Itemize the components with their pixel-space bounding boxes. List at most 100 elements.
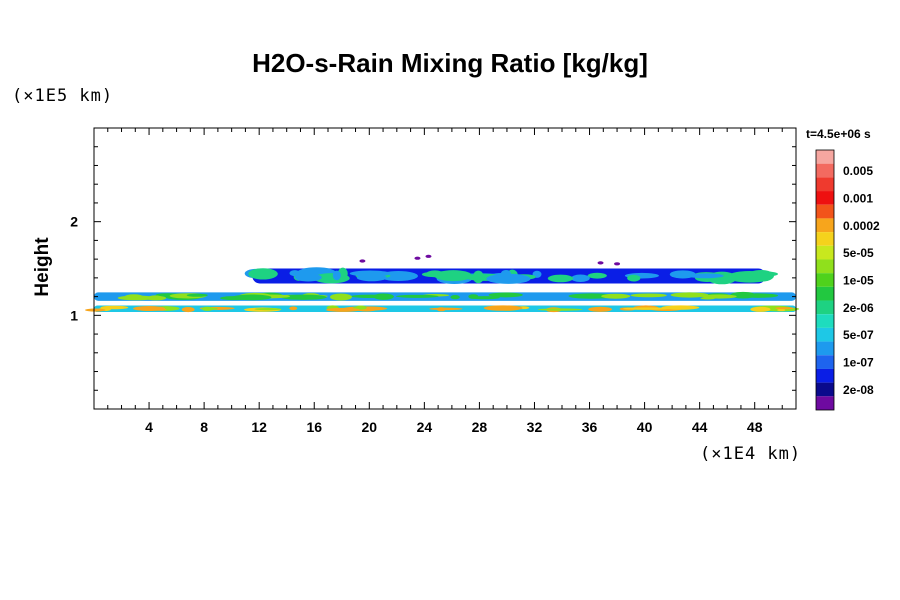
layer-patch	[84, 308, 106, 312]
layer-patch	[254, 308, 282, 311]
layer-patch	[232, 294, 272, 301]
layer-patch	[750, 293, 762, 298]
x-tick-label: 48	[747, 419, 763, 435]
colorbar-swatch	[816, 245, 834, 260]
layer-patch	[571, 274, 590, 283]
colorbar-swatch	[816, 273, 834, 287]
layer-2	[84, 305, 800, 313]
x-tick-label: 12	[251, 419, 267, 435]
layer-speck	[414, 256, 421, 260]
layer-patch	[450, 294, 460, 300]
layer-patch	[181, 307, 195, 313]
layer-patch	[349, 270, 391, 277]
layer-patch	[588, 306, 613, 312]
chart-title: H2O-s-Rain Mixing Ratio [kg/kg]	[252, 48, 648, 78]
layer-patch	[468, 294, 479, 299]
colorbar-swatch	[816, 396, 834, 410]
colorbar-swatch	[816, 191, 834, 205]
colorbar-swatch	[816, 341, 834, 356]
x-tick-label: 28	[472, 419, 488, 435]
layer-patch	[622, 307, 671, 310]
layer-speck	[359, 259, 366, 263]
layer-patch	[248, 268, 278, 280]
colorbar-swatch	[816, 232, 834, 246]
field-layers	[84, 254, 800, 313]
y-axis-unit: (×1E5 km)	[12, 86, 114, 106]
x-tick-label: 4	[145, 419, 153, 435]
layer-speck	[614, 262, 621, 266]
layer-1	[94, 291, 796, 301]
layer-patch	[201, 306, 214, 311]
layer-patch	[280, 294, 327, 300]
layer-patch	[730, 291, 757, 299]
colorbar-swatch	[816, 382, 834, 397]
layer-patch	[332, 270, 341, 281]
colorbar: 0.005 0.001 0.0002 5e-05 1e-05 2e-06 5e-07 1e-0…	[815, 149, 880, 411]
layer-patch	[434, 270, 473, 282]
layer-patch	[395, 294, 439, 298]
colorbar-swatch	[816, 300, 834, 315]
layer-patch	[701, 294, 737, 299]
layer-patch	[775, 307, 794, 310]
layer-patch	[486, 273, 531, 284]
colorbar-label: 0.005	[843, 164, 873, 178]
colorbar-label: 2e-06	[843, 301, 874, 315]
layer-patch	[289, 306, 298, 311]
layer-patch	[777, 308, 786, 312]
colorbar-swatch	[816, 218, 834, 233]
layer-patch	[132, 306, 166, 312]
colorbar-swatch	[816, 163, 834, 178]
colorbar-swatch	[816, 314, 834, 328]
colorbar-swatch	[816, 286, 834, 301]
layer-patch	[547, 274, 574, 283]
layer-patch	[145, 295, 167, 301]
x-tick-label: 36	[582, 419, 598, 435]
x-axis: 4 8 12 16 20 24 28 32 36 40 44 48	[107, 128, 783, 435]
colorbar-swatch	[816, 368, 834, 383]
colorbar-swatch	[816, 150, 834, 164]
x-tick-label: 24	[417, 419, 433, 435]
colorbar-label: 5e-05	[843, 246, 874, 260]
x-tick-label: 40	[637, 419, 653, 435]
layer-patch	[294, 273, 322, 282]
layer-patch	[743, 271, 779, 277]
layer-patch	[670, 292, 709, 298]
layer-patch	[750, 306, 771, 312]
layer-patch	[186, 293, 208, 297]
layer-patch	[472, 270, 484, 284]
layer-patch	[483, 305, 523, 311]
x-tick-label: 44	[692, 419, 708, 435]
colorbar-swatch	[816, 177, 834, 192]
colorbar-swatch	[816, 327, 834, 342]
layer-patch	[627, 274, 641, 282]
y-tick-label: 2	[70, 214, 78, 230]
colorbar-label: 1e-07	[843, 356, 874, 370]
plot-frame	[93, 127, 797, 410]
layer-speck	[425, 254, 432, 258]
layer-0	[244, 267, 779, 285]
colorbar-swatch	[816, 355, 834, 369]
layer-patch	[330, 293, 352, 301]
x-tick-label: 20	[362, 419, 378, 435]
layer-patch	[373, 293, 394, 300]
layer-patch	[630, 293, 667, 298]
layer-patch	[429, 307, 463, 311]
x-tick-label: 16	[306, 419, 322, 435]
layer-patch	[124, 294, 143, 300]
y-tick-label: 1	[70, 307, 78, 323]
layer-patch	[586, 294, 595, 298]
layer-patch	[686, 273, 724, 279]
x-tick-label: 8	[200, 419, 208, 435]
x-tick-label: 32	[527, 419, 543, 435]
time-label: t=4.5e+06 s	[806, 127, 871, 141]
layer-patch	[601, 293, 631, 299]
colorbar-swatch	[816, 259, 834, 274]
colorbar-frame	[815, 149, 835, 411]
colorbar-label: 0.001	[843, 191, 873, 205]
layer-patch	[661, 305, 700, 310]
x-axis-unit: (×1E4 km)	[700, 444, 802, 464]
layer-patch	[289, 270, 301, 277]
layer-patch	[488, 292, 523, 298]
colorbar-label: 0.0002	[843, 219, 880, 233]
